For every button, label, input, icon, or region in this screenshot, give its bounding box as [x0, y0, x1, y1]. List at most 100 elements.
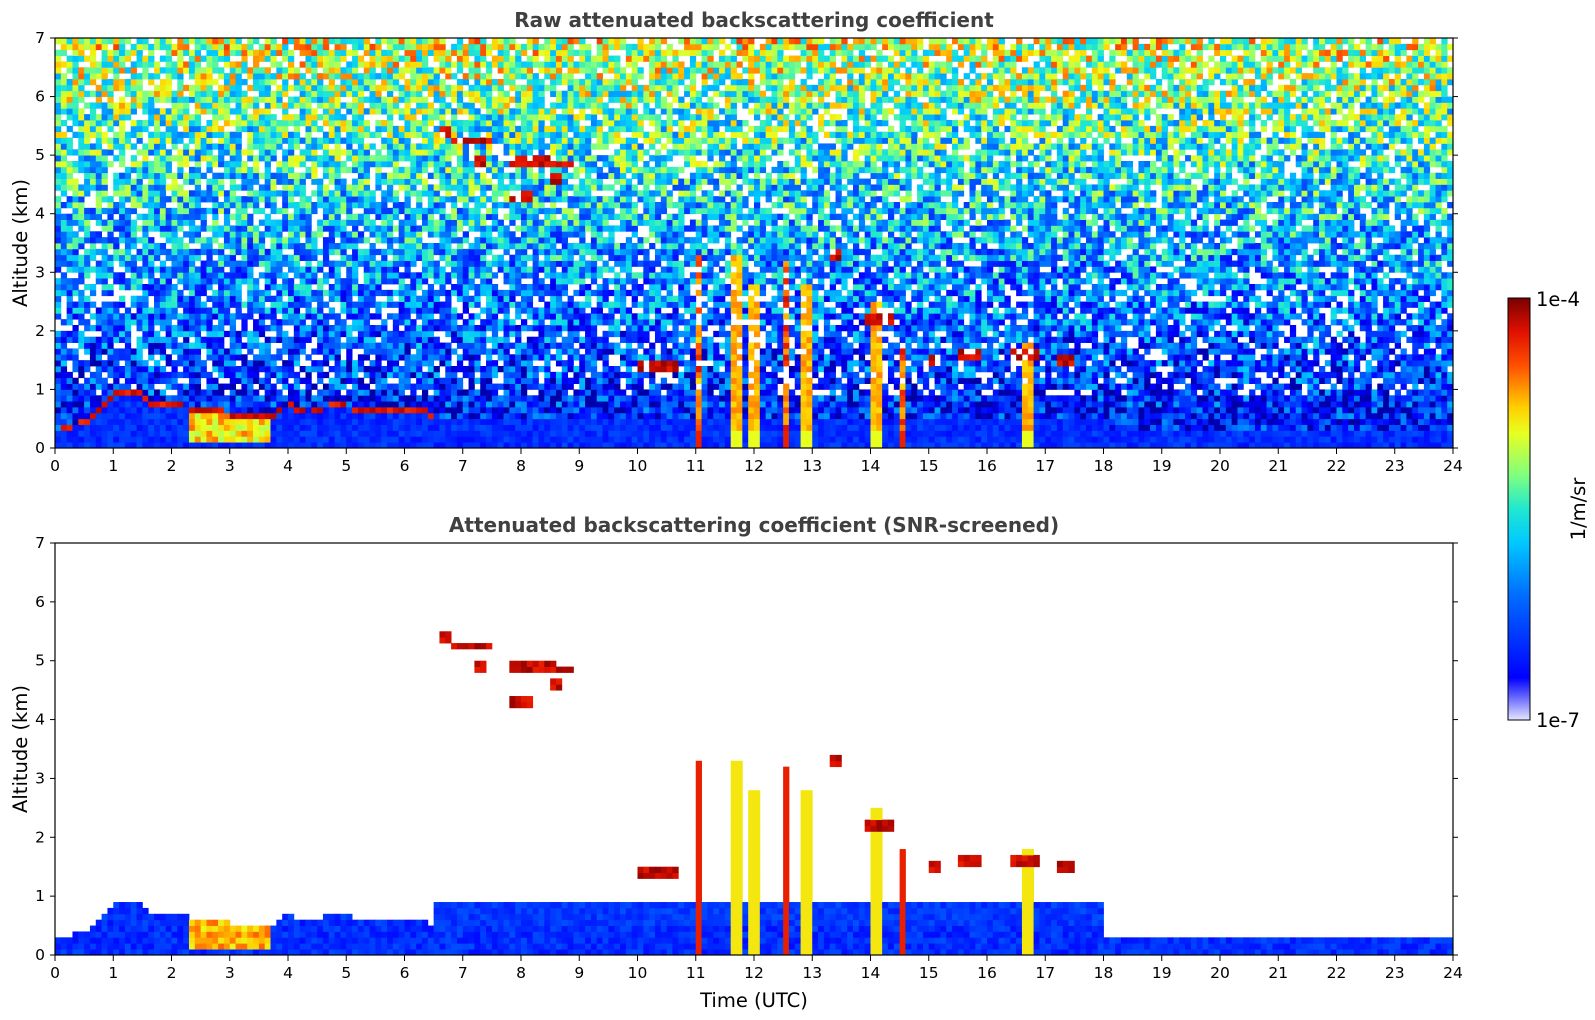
heatmap-cell — [526, 377, 534, 384]
heatmap-cell — [264, 55, 271, 62]
heatmap-cell — [532, 313, 539, 320]
heatmap-cell — [509, 354, 516, 361]
heatmap-cell — [381, 383, 388, 390]
heatmap-cell — [317, 143, 324, 150]
heatmap-cell — [317, 348, 324, 355]
heatmap-cell — [171, 102, 178, 109]
heatmap-cell — [154, 442, 161, 448]
heatmap-cell — [165, 231, 172, 238]
heatmap-cell — [66, 172, 73, 179]
heatmap-cell — [521, 442, 528, 448]
heatmap-cell — [223, 254, 231, 261]
heatmap-cell — [433, 43, 440, 51]
heatmap-cell — [212, 184, 219, 191]
heatmap-cell — [515, 301, 522, 308]
heatmap-cell — [95, 184, 103, 191]
heatmap-cell — [538, 90, 545, 97]
heatmap-cell — [497, 67, 504, 74]
heatmap-cell — [66, 137, 73, 144]
heatmap-cell — [352, 114, 359, 121]
heatmap-cell — [188, 395, 196, 402]
heatmap-cell — [474, 301, 481, 308]
heatmap-cell — [416, 371, 423, 379]
heatmap-cell — [526, 430, 534, 437]
heatmap-cell — [78, 149, 85, 156]
heatmap-cell — [416, 67, 423, 74]
heatmap-cell — [398, 172, 405, 179]
heatmap-cell — [521, 342, 528, 349]
heatmap-cell — [421, 313, 429, 320]
heatmap-cell — [95, 248, 103, 256]
heatmap-cell — [89, 172, 97, 179]
heatmap-cell — [486, 96, 493, 103]
heatmap-cell — [486, 407, 493, 414]
heatmap-cell — [305, 254, 312, 261]
heatmap-cell — [369, 108, 376, 115]
heatmap-cell — [474, 79, 481, 86]
heatmap-cell — [177, 131, 184, 138]
heatmap-cell — [247, 313, 254, 320]
heatmap-cell — [235, 49, 242, 56]
heatmap-cell — [282, 55, 289, 62]
heatmap-cell — [223, 348, 231, 355]
heatmap-cell — [427, 102, 435, 109]
heatmap-cell — [328, 430, 336, 437]
heatmap-cell — [177, 319, 184, 326]
heatmap-cell — [451, 108, 458, 115]
heatmap-cell — [253, 360, 260, 367]
heatmap-cell — [293, 225, 301, 232]
heatmap-cell — [521, 61, 528, 68]
heatmap-cell — [258, 407, 266, 414]
heatmap-cell — [317, 125, 324, 133]
heatmap-cell — [253, 412, 260, 420]
heatmap-cell — [381, 325, 388, 332]
heatmap-cell — [78, 49, 85, 56]
heatmap-cell — [60, 319, 68, 326]
heatmap-cell — [247, 225, 254, 232]
heatmap-cell — [515, 354, 522, 361]
heatmap-cell — [101, 325, 108, 332]
heatmap-cell — [503, 325, 510, 332]
heatmap-cell — [84, 213, 91, 220]
heatmap-cell — [468, 43, 475, 51]
heatmap-cell — [410, 161, 417, 168]
heatmap-cell — [258, 330, 266, 338]
heatmap-cell — [491, 260, 499, 267]
heatmap-cell — [305, 231, 312, 238]
heatmap-cell — [317, 61, 324, 68]
heatmap-cell — [410, 418, 417, 425]
heatmap-cell — [340, 237, 347, 244]
heatmap-cell — [130, 407, 137, 414]
heatmap-cell — [171, 395, 178, 402]
heatmap-cell — [311, 330, 318, 338]
heatmap-cell — [369, 360, 376, 367]
heatmap-cell — [340, 161, 347, 168]
heatmap-cell — [165, 284, 172, 291]
heatmap-cell — [270, 178, 277, 185]
heatmap-cell — [363, 172, 370, 179]
heatmap-cell — [247, 219, 254, 226]
heatmap-cell — [427, 342, 435, 349]
heatmap-cell — [474, 219, 481, 226]
heatmap-cell — [165, 166, 172, 174]
heatmap-cell — [544, 412, 551, 420]
heatmap-cell — [363, 67, 370, 74]
heatmap-cell — [288, 219, 295, 226]
heatmap-cell — [72, 436, 79, 443]
heatmap-cell — [468, 137, 475, 144]
heatmap-cell — [194, 272, 202, 279]
heatmap-cell — [515, 260, 522, 267]
heatmap-cell — [177, 436, 184, 443]
heatmap-cell — [322, 313, 330, 320]
heatmap-cell — [119, 161, 126, 168]
heatmap-cell — [497, 38, 504, 45]
heatmap-cell — [119, 278, 126, 285]
heatmap-cell — [433, 319, 440, 326]
heatmap-cell — [258, 301, 266, 308]
heatmap-cell — [328, 248, 336, 256]
heatmap-cell — [416, 79, 423, 86]
heatmap-cell — [72, 149, 79, 156]
heatmap-cell — [480, 348, 487, 355]
heatmap-cell — [89, 108, 97, 115]
heatmap-cell — [544, 407, 551, 414]
